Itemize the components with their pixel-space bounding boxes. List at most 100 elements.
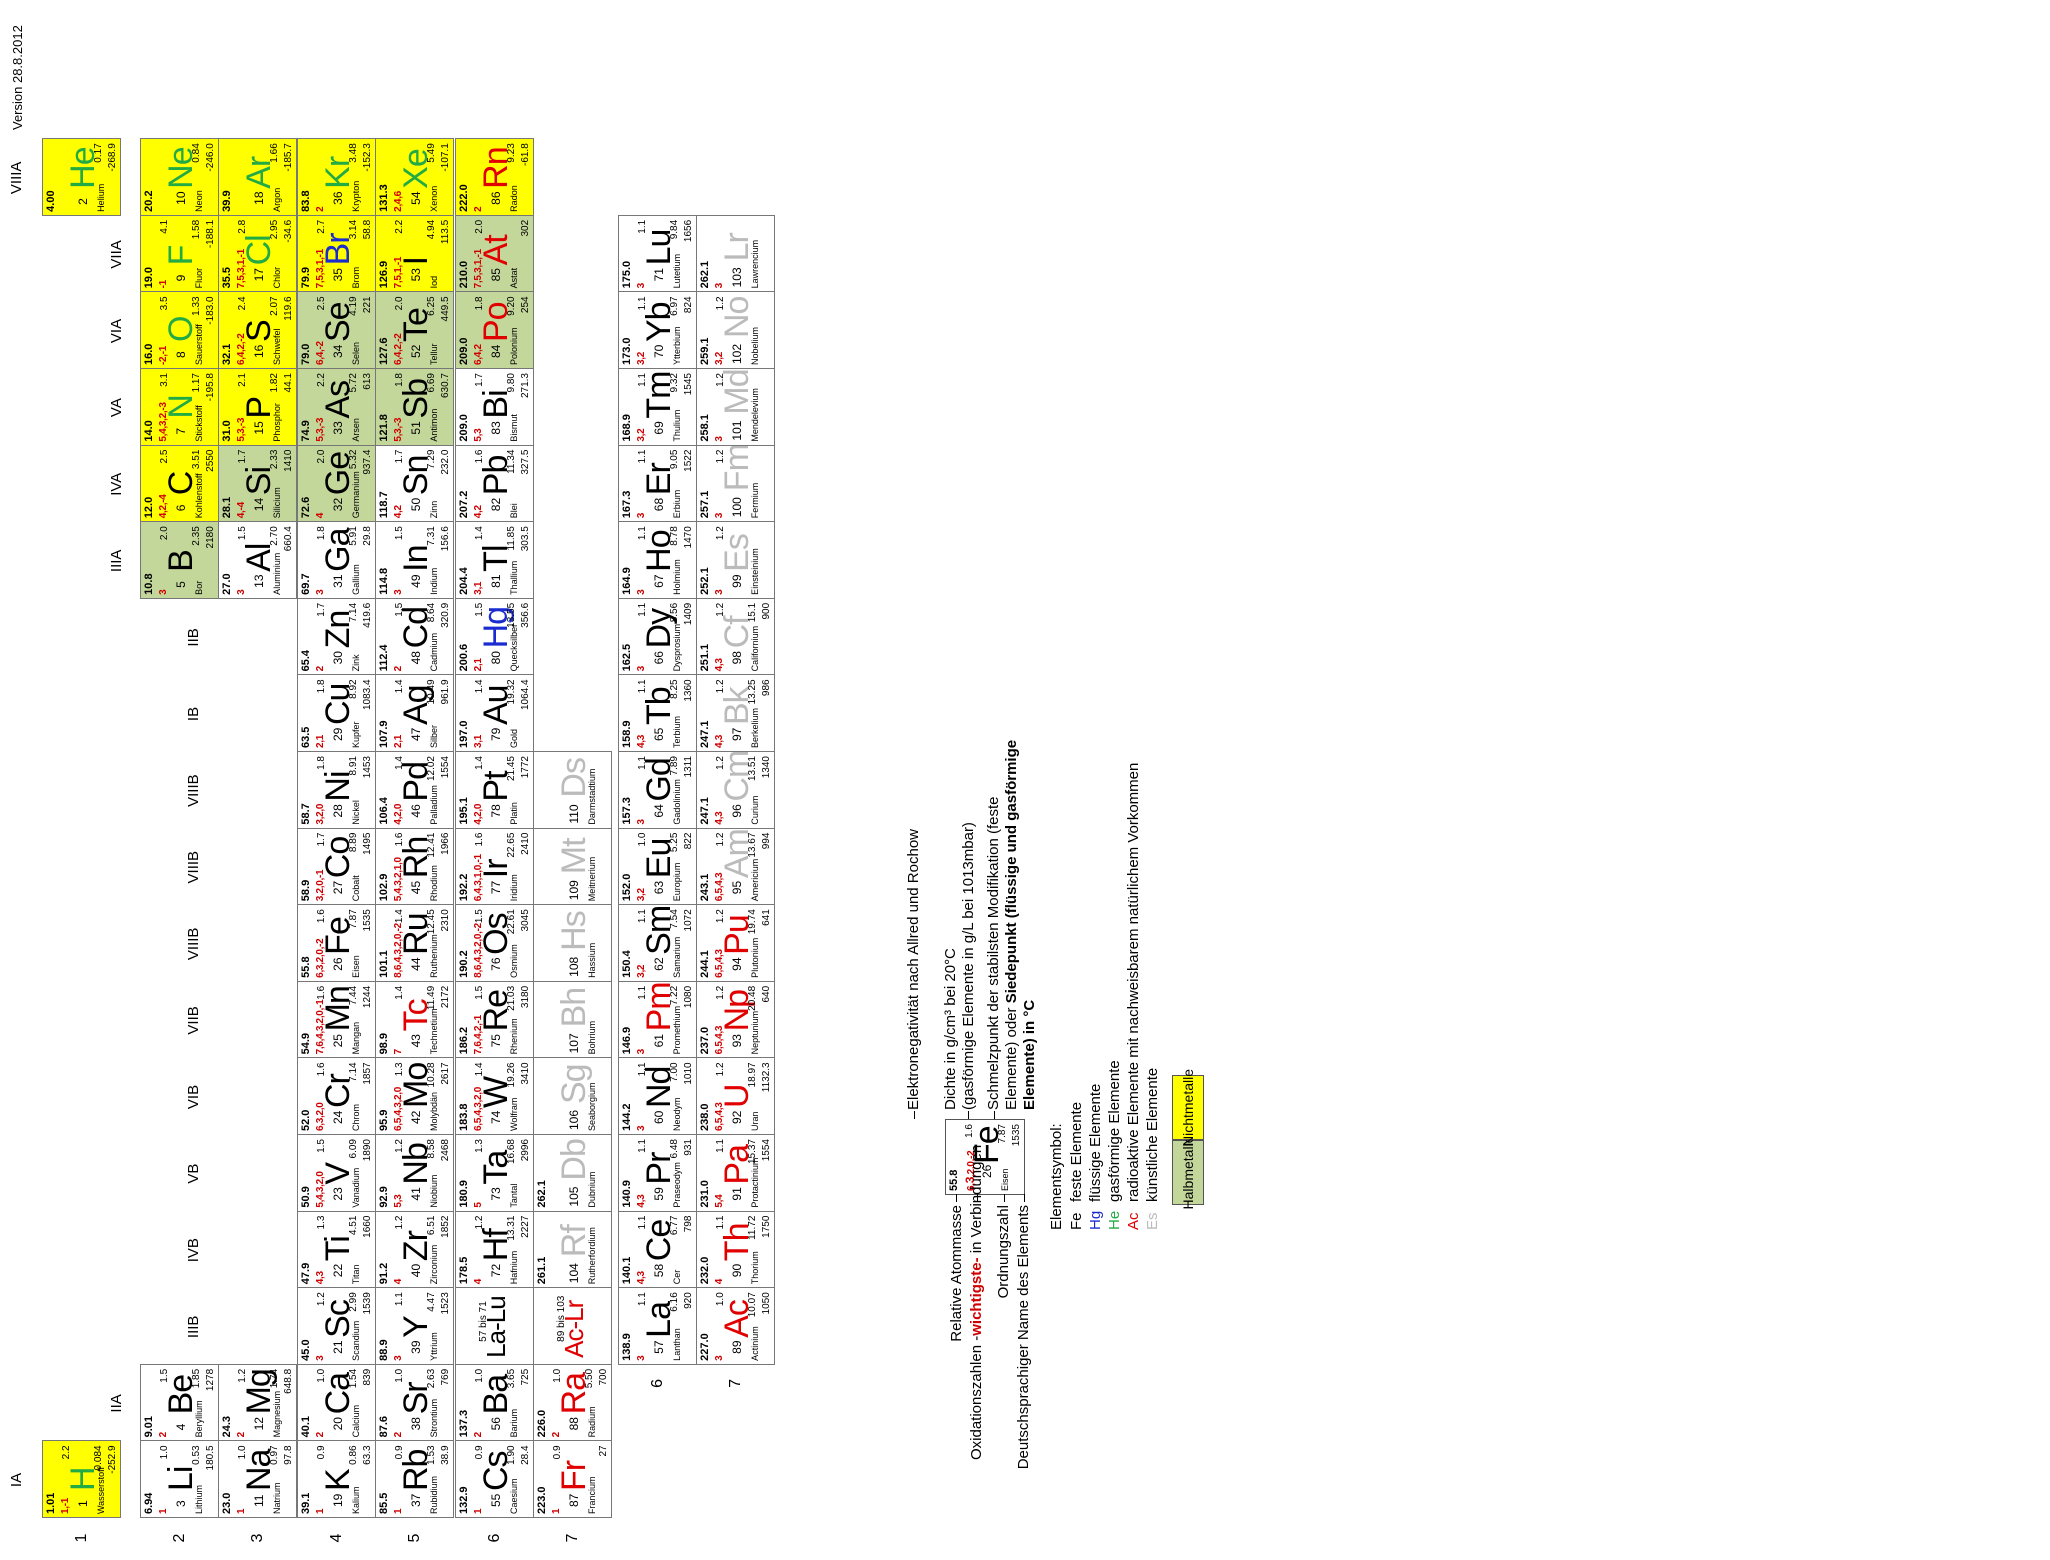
density: 16.68 <box>506 1139 517 1165</box>
oxidation-states: 2 <box>236 1432 247 1438</box>
atomic-number: 33 <box>331 421 345 435</box>
oxidation-states: 4 <box>393 1278 404 1285</box>
oxidation-states: 3 <box>315 589 326 595</box>
density: 7.14 <box>348 602 359 623</box>
element-symbol: Sg <box>555 1064 593 1104</box>
density: 1.85 <box>191 1368 202 1389</box>
atomic-mass: 74.9 <box>300 420 312 442</box>
element-cell-as: 74.9 5,3,-3 2.2 33 As Arsen 5.72 613 <box>297 368 376 446</box>
atomic-mass: 222.0 <box>458 184 470 212</box>
element-cell-pt: 195.1 4,2,0 1.4 78 Pt Platin 21.45 1772 <box>455 751 534 829</box>
element-name: Berkelium <box>750 707 760 748</box>
atomic-number: 90 <box>730 1263 744 1278</box>
element-name: Rutherfordium <box>587 1227 597 1285</box>
element-cell-ac: 227.0 3 1.0 89 Ac Actinium 10.07 1050 <box>696 1287 775 1365</box>
element-cell-mt: 109 Mt Meitnerium <box>533 827 612 906</box>
atomic-number: 9 <box>174 274 188 282</box>
atomic-number: 21 <box>331 1340 345 1354</box>
density: 5.25 <box>669 832 680 853</box>
element-cell-bh: 107 Bh Bohrium <box>533 980 612 1059</box>
density: 6.48 <box>669 1139 680 1159</box>
density: 13.67 <box>747 832 758 858</box>
atomic-number: 15 <box>252 421 266 435</box>
element-cell-pr: 140.9 4,3 1.1 59 Pr Praseodym 6.48 931 <box>618 1134 697 1212</box>
density: 5.72 <box>348 373 359 393</box>
element-name: Eisen <box>351 955 361 978</box>
atomic-number: 6 <box>174 504 188 512</box>
halbmetalle-label: Halbmetalle <box>1180 1135 1196 1210</box>
group-header: VB <box>185 1163 202 1184</box>
group-header: IA <box>8 1472 25 1488</box>
atomic-number: 49 <box>409 574 423 588</box>
atomic-number: 27 <box>331 880 345 895</box>
density: 7.89 <box>669 756 680 776</box>
oxidation-states: 3 <box>636 283 647 289</box>
atomic-number: 30 <box>331 651 345 665</box>
melting-point: 2617 <box>440 1062 451 1085</box>
atomic-mass: 127.6 <box>378 337 390 365</box>
symbol-legend-row: Fe feste Elemente <box>1068 1102 1085 1230</box>
electronegativity: 2.1 <box>237 373 248 387</box>
electronegativity: 1.1 <box>394 1292 405 1307</box>
atomic-number: 98 <box>730 651 744 665</box>
element-name: Astat <box>509 267 519 289</box>
density: 11.49 <box>426 985 437 1011</box>
melting-point: 613 <box>362 373 373 390</box>
atomic-number: 73 <box>489 1187 503 1201</box>
melting-point: 3410 <box>520 1062 531 1085</box>
density: 8.89 <box>348 832 359 853</box>
element-name: Plutonium <box>750 937 760 978</box>
electronegativity: 1.5 <box>316 1139 327 1153</box>
atomic-mass: 259.1 <box>699 337 711 365</box>
atomic-number: 12 <box>252 1417 266 1431</box>
oxidation-states: 3 <box>393 589 404 595</box>
atomic-number: 75 <box>489 1034 503 1048</box>
atomic-number: 51 <box>409 421 423 435</box>
element-name: Neon <box>194 190 204 212</box>
element-name: Magnesium <box>272 1390 282 1438</box>
element-symbol: Lr <box>718 233 756 262</box>
melting-point: 38.9 <box>440 1445 451 1465</box>
melting-point: 1545 <box>683 373 694 396</box>
group-header: IIIB <box>185 1315 202 1339</box>
atomic-mass: 39.9 <box>221 190 233 212</box>
melting-point: -185.7 <box>283 143 294 172</box>
oxidation-states: 3 <box>636 1049 647 1055</box>
element-cell-ca: 40.1 2 1.0 20 Ca Calcium 1.54 839 <box>297 1363 376 1442</box>
melting-point: 2410 <box>520 832 531 855</box>
atomic-number: 104 <box>567 1263 581 1284</box>
density: 11.34 <box>506 449 517 474</box>
density: 8.64 <box>426 602 437 623</box>
melting-point: 839 <box>362 1368 373 1386</box>
element-symbol: Hs <box>555 911 593 951</box>
element-cell-gd: 157.3 3 1.1 64 Gd Gadolinium 7.89 1311 <box>618 751 697 829</box>
element-name: Blei <box>509 503 519 519</box>
melting-point: -107.1 <box>440 143 451 172</box>
atomic-number: 106 <box>567 1109 581 1130</box>
melting-point: 1857 <box>362 1062 373 1085</box>
element-cell-li: 6.94 1 1.0 3 Li Lithium 0.53 180.5 <box>140 1440 219 1518</box>
atomic-mass: 258.1 <box>699 414 711 442</box>
element-name: Cadmium <box>429 632 439 672</box>
density: 7.29 <box>426 449 437 470</box>
density: 6.69 <box>426 373 437 393</box>
symbol-legend-row: Es künstliche Elemente <box>1144 1068 1161 1230</box>
element-symbol: Bi <box>477 390 515 419</box>
legend-melting-2: Elemente) oder Siedepunkt (flüssige und … <box>1003 739 1020 1110</box>
atomic-number: 38 <box>409 1417 423 1431</box>
element-symbol: In <box>397 545 435 572</box>
element-name: Titan <box>351 1264 361 1285</box>
atomic-number: 99 <box>730 574 744 588</box>
element-name: Caesium <box>509 1478 519 1514</box>
atomic-number: 24 <box>331 1110 345 1124</box>
melting-point: 1535 <box>362 909 373 932</box>
element-symbol: La-Lu <box>481 1296 511 1358</box>
atomic-number: 3 <box>174 1500 188 1507</box>
atomic-mass: 238.0 <box>699 1103 711 1131</box>
atomic-number: 95 <box>730 880 744 895</box>
element-symbol: Bh <box>555 987 593 1028</box>
atomic-mass: 244.1 <box>699 950 711 978</box>
atomic-number: 84 <box>489 344 503 358</box>
symbol-legend-symbol: Hg <box>1087 1210 1104 1230</box>
oxidation-states: 3 <box>714 1355 725 1361</box>
